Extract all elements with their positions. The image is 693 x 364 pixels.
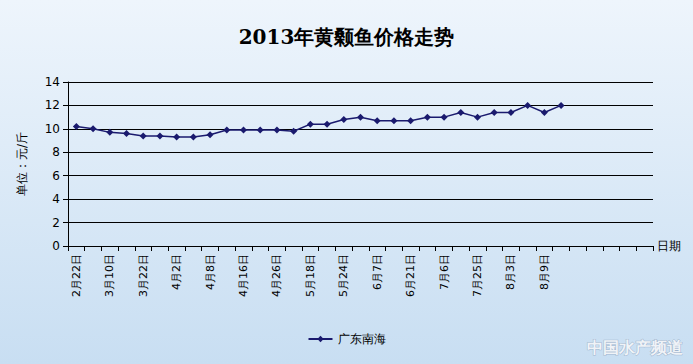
svg-text:14: 14 xyxy=(45,75,60,89)
svg-text:2: 2 xyxy=(52,216,60,230)
svg-text:3月22日: 3月22日 xyxy=(137,254,150,297)
svg-text:2013年黄颡鱼价格走势: 2013年黄颡鱼价格走势 xyxy=(239,25,455,49)
svg-text:2月22日: 2月22日 xyxy=(70,254,83,297)
svg-text:7月25日: 7月25日 xyxy=(471,254,484,297)
svg-text:4月26日: 4月26日 xyxy=(270,254,283,297)
svg-text:4月8日: 4月8日 xyxy=(204,254,217,290)
svg-text:广东南海: 广东南海 xyxy=(338,332,386,346)
svg-text:单位：元/斤: 单位：元/斤 xyxy=(15,132,29,196)
svg-text:8月3日: 8月3日 xyxy=(504,254,517,290)
svg-text:中国水产频道: 中国水产频道 xyxy=(587,338,684,357)
svg-text:8: 8 xyxy=(52,145,60,159)
svg-text:7月6日: 7月6日 xyxy=(438,254,451,290)
svg-text:3月10日: 3月10日 xyxy=(103,254,116,297)
svg-text:日期: 日期 xyxy=(657,239,681,253)
svg-text:6月7日: 6月7日 xyxy=(371,254,384,290)
svg-text:4月16日: 4月16日 xyxy=(237,254,250,297)
svg-text:10: 10 xyxy=(45,122,60,136)
svg-text:8月9日: 8月9日 xyxy=(538,254,551,290)
svg-text:0: 0 xyxy=(52,239,60,253)
svg-text:4月2日: 4月2日 xyxy=(170,254,183,290)
svg-text:5月24日: 5月24日 xyxy=(337,254,350,297)
svg-text:4: 4 xyxy=(52,192,60,206)
svg-text:12: 12 xyxy=(45,98,60,112)
svg-text:6: 6 xyxy=(52,169,60,183)
svg-text:5月18日: 5月18日 xyxy=(304,254,317,297)
svg-text:6月21日: 6月21日 xyxy=(404,254,417,297)
